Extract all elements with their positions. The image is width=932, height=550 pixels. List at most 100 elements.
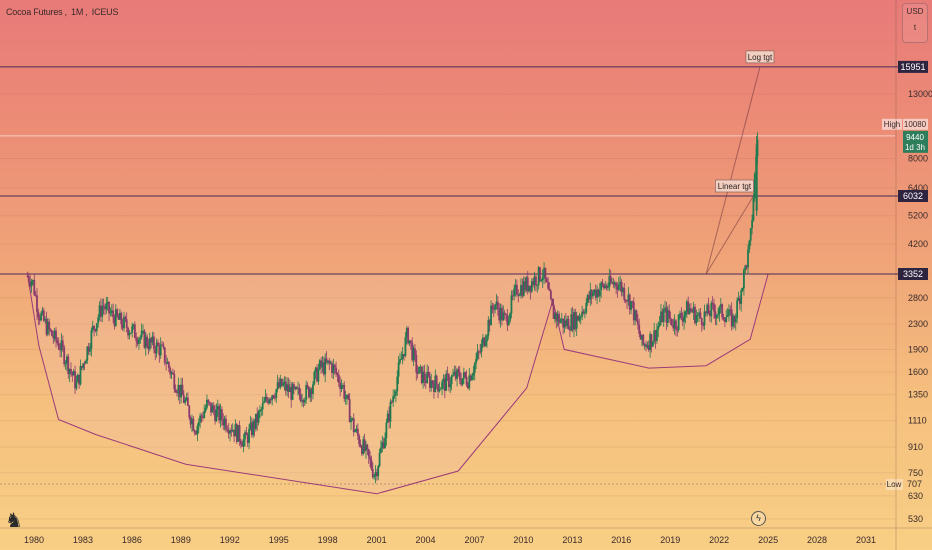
candle-body bbox=[714, 311, 717, 319]
candle-body bbox=[453, 371, 456, 375]
candle-body bbox=[196, 425, 199, 435]
candle-body bbox=[616, 286, 619, 290]
candle-body bbox=[518, 295, 521, 297]
candle-body bbox=[332, 364, 335, 374]
candle-body bbox=[227, 430, 230, 434]
low-tag-text: Low bbox=[887, 480, 902, 489]
candle-body bbox=[559, 320, 562, 323]
candle-body bbox=[79, 366, 82, 385]
candle-body bbox=[261, 403, 264, 410]
candle-body bbox=[567, 319, 570, 330]
candle-body bbox=[718, 306, 721, 315]
candle-body bbox=[169, 368, 172, 375]
candle-body bbox=[525, 277, 528, 291]
events-bolt-icon[interactable]: ϟ bbox=[751, 511, 766, 526]
candle-body bbox=[46, 321, 49, 335]
candle-body bbox=[113, 317, 116, 326]
y-tick-label: 8000 bbox=[908, 154, 928, 164]
candle-body bbox=[181, 384, 184, 396]
candle-body bbox=[212, 405, 215, 411]
candle-body bbox=[654, 330, 657, 341]
candle-body bbox=[250, 422, 253, 436]
candle-body bbox=[704, 311, 707, 314]
candle-body bbox=[689, 308, 692, 311]
currency-selector[interactable]: USD t bbox=[902, 3, 928, 43]
candle-body bbox=[362, 439, 365, 454]
candle-body bbox=[511, 295, 514, 297]
candle-body bbox=[631, 301, 634, 303]
candle-body bbox=[350, 418, 352, 423]
candle-body bbox=[706, 304, 709, 314]
candle-body bbox=[102, 305, 105, 308]
candle-body bbox=[597, 289, 600, 297]
candle-body bbox=[608, 275, 611, 288]
candle-body bbox=[355, 428, 358, 432]
candle-body bbox=[348, 399, 351, 423]
candle-body bbox=[180, 384, 182, 398]
candle-body bbox=[83, 363, 86, 365]
candle-body bbox=[555, 313, 558, 321]
candle-body bbox=[751, 220, 753, 229]
y-tick-label: 1600 bbox=[908, 367, 928, 377]
x-tick-label: 2022 bbox=[709, 535, 729, 545]
candle-body bbox=[119, 312, 121, 320]
candle-body bbox=[40, 313, 42, 321]
candle-body bbox=[397, 362, 400, 377]
candle-body bbox=[302, 400, 305, 403]
candle-body bbox=[29, 282, 32, 287]
candle-body bbox=[142, 330, 144, 332]
candle-body bbox=[433, 384, 435, 392]
candle-body bbox=[268, 399, 271, 404]
candle-body bbox=[683, 315, 686, 322]
candle-body bbox=[703, 311, 706, 326]
candle-body bbox=[560, 318, 563, 321]
candle-body bbox=[105, 304, 108, 310]
candle-body bbox=[394, 391, 397, 396]
candle-body bbox=[210, 402, 212, 413]
candle-body bbox=[106, 301, 109, 305]
candle-body bbox=[503, 312, 506, 315]
candle-body bbox=[172, 372, 174, 374]
candle-body bbox=[411, 342, 414, 361]
candle-body bbox=[535, 276, 537, 286]
candle-body bbox=[233, 429, 236, 437]
candle-body bbox=[211, 405, 214, 413]
candle-body bbox=[749, 228, 752, 241]
candle-body bbox=[208, 401, 211, 403]
candle-body bbox=[627, 294, 630, 302]
candle-body bbox=[150, 338, 153, 343]
candle-body bbox=[548, 288, 551, 291]
candle-body bbox=[575, 315, 578, 329]
candle-body bbox=[617, 284, 620, 290]
candle-body bbox=[26, 276, 29, 278]
candle-body bbox=[492, 308, 495, 310]
candle-body bbox=[666, 310, 669, 323]
candle-body bbox=[684, 311, 687, 316]
candle-body bbox=[554, 313, 556, 319]
candle-body bbox=[147, 345, 150, 350]
candle-body bbox=[347, 394, 350, 400]
candle-body bbox=[513, 288, 516, 296]
candle-body bbox=[634, 310, 637, 321]
candle-body bbox=[688, 308, 691, 315]
candle-body bbox=[602, 284, 605, 288]
candle-body bbox=[90, 330, 93, 349]
candle-body bbox=[495, 301, 498, 305]
candle-body bbox=[321, 362, 324, 368]
candle-body bbox=[537, 267, 540, 285]
candle-body bbox=[293, 384, 295, 389]
candle-body bbox=[657, 325, 660, 330]
candle-body bbox=[306, 384, 309, 388]
candle-body bbox=[422, 371, 424, 384]
candle-body bbox=[457, 369, 460, 373]
y-tick-label: 1900 bbox=[908, 344, 928, 354]
candle-body bbox=[448, 374, 450, 388]
candle-body bbox=[510, 295, 513, 314]
candle-body bbox=[571, 314, 574, 330]
candle-body bbox=[335, 367, 337, 374]
candle-body bbox=[193, 430, 196, 433]
candle-body bbox=[151, 336, 154, 343]
candle-body bbox=[230, 430, 233, 432]
candle-body bbox=[76, 374, 79, 383]
